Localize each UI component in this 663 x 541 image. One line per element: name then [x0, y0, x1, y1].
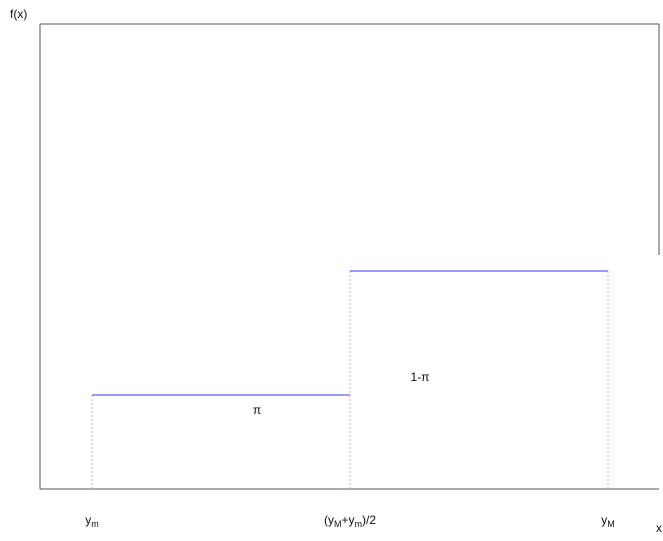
y-axis-label: f(x): [10, 7, 27, 21]
x-tick-label: yM: [601, 513, 615, 529]
subscript: M: [607, 519, 615, 529]
label-text: )/2: [362, 513, 376, 527]
subscript: m: [91, 519, 99, 529]
label-text: +y: [341, 513, 354, 527]
subscript: m: [355, 519, 363, 529]
x-tick-label: ym: [85, 513, 99, 529]
region-label: 1-π: [411, 370, 430, 384]
x-axis-label: x: [656, 521, 662, 535]
label-text: y: [601, 513, 607, 527]
x-tick-label: (yM+ym)/2: [324, 513, 376, 529]
label-text: (y: [324, 513, 334, 527]
label-text: y: [85, 513, 91, 527]
subscript: M: [334, 519, 342, 529]
region-label: π: [253, 403, 261, 417]
